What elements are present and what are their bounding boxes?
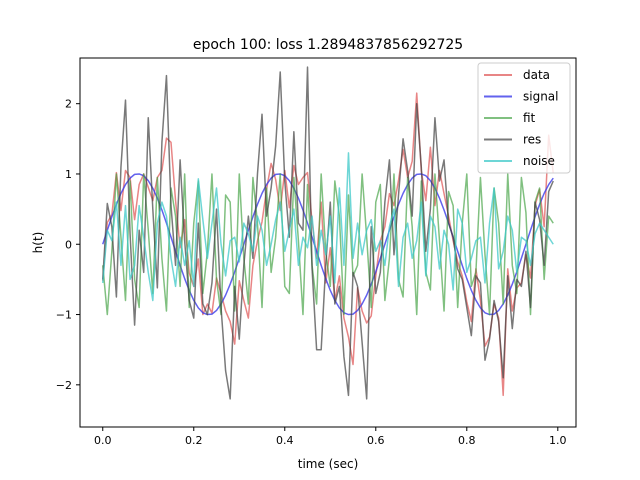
y-tick-label: −1 — [56, 309, 72, 322]
x-tick-label: 1.0 — [549, 434, 567, 447]
legend-label-signal: signal — [523, 90, 559, 104]
x-tick-label: 0.4 — [276, 434, 294, 447]
legend-label-noise: noise — [523, 154, 555, 168]
x-tick-label: 0.2 — [185, 434, 203, 447]
plot-frame — [79, 57, 577, 428]
series-line-fit — [102, 173, 554, 316]
legend: data signal fit res noise — [477, 62, 571, 174]
x-tick-label: 0.8 — [458, 434, 476, 447]
series-layer — [102, 66, 554, 400]
y-tick-label: −2 — [56, 379, 72, 392]
y-axis: −2 −1 0 1 2 — [56, 98, 80, 392]
legend-box — [477, 62, 571, 174]
x-axis: 0.0 0.2 0.4 0.6 0.8 1.0 — [94, 427, 567, 447]
chart-title: epoch 100: loss 1.2894837856292725 — [193, 37, 463, 53]
x-tick-label: 0.0 — [94, 434, 112, 447]
legend-label-res: res — [523, 133, 541, 147]
x-tick-label: 0.6 — [367, 434, 385, 447]
y-tick-label: 2 — [65, 98, 72, 111]
legend-label-fit: fit — [523, 111, 536, 125]
legend-label-data: data — [523, 68, 550, 82]
series-line-noise — [102, 152, 554, 302]
y-tick-label: 1 — [65, 168, 72, 181]
y-tick-label: 0 — [65, 238, 72, 251]
x-axis-label: time (sec) — [298, 457, 359, 471]
y-axis-label: h(t) — [31, 232, 45, 254]
